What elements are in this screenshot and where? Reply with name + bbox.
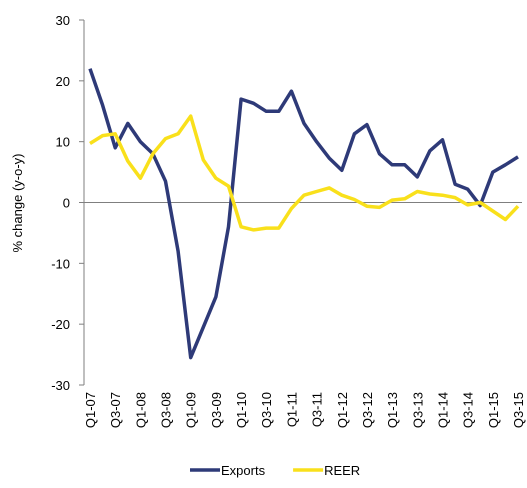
series-line bbox=[89, 114, 520, 232]
x-tick-label: Q1-10 bbox=[234, 392, 249, 428]
x-tick-label: Q3-09 bbox=[209, 392, 224, 428]
y-tick-label: 30 bbox=[56, 13, 70, 28]
y-tick-label: -30 bbox=[51, 378, 70, 393]
x-tick-label: Q1-12 bbox=[335, 392, 350, 428]
legend-label: Exports bbox=[221, 463, 266, 478]
x-tick-label: Q3-14 bbox=[461, 392, 476, 428]
x-tick-label: Q3-15 bbox=[511, 392, 526, 428]
x-tick-label: Q1-11 bbox=[284, 392, 299, 427]
x-tick-label: Q1-14 bbox=[435, 392, 450, 428]
legend-label: REER bbox=[324, 463, 360, 478]
x-tick-label: Q1-13 bbox=[385, 392, 400, 428]
x-tick-label: Q3-12 bbox=[360, 392, 375, 428]
x-tick-label: Q1-07 bbox=[83, 392, 98, 428]
y-tick-label: 10 bbox=[56, 135, 70, 150]
x-tick-label: Q3-10 bbox=[259, 392, 274, 428]
y-tick-label: -20 bbox=[51, 317, 70, 332]
x-tick-label: Q1-15 bbox=[486, 392, 501, 428]
series-line bbox=[88, 68, 519, 360]
y-tick-label: 20 bbox=[56, 74, 70, 89]
y-axis-title: % change (y-o-y) bbox=[10, 154, 25, 253]
x-tick-label: Q3-13 bbox=[410, 392, 425, 428]
y-tick-label: 0 bbox=[63, 196, 70, 211]
x-tick-label: Q1-08 bbox=[133, 392, 148, 428]
x-tick-label: Q3-07 bbox=[108, 392, 123, 428]
x-tick-label: Q3-11 bbox=[310, 392, 325, 427]
y-tick-label: -10 bbox=[51, 256, 70, 271]
x-tick-label: Q1-09 bbox=[184, 392, 199, 428]
x-tick-label: Q3-08 bbox=[159, 392, 174, 428]
